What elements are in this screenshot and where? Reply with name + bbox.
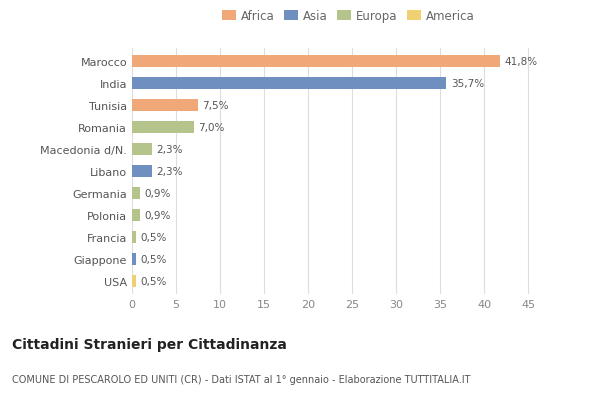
Bar [132,231,136,243]
Text: 35,7%: 35,7% [451,79,484,89]
Text: Cittadini Stranieri per Cittadinanza: Cittadini Stranieri per Cittadinanza [12,337,287,351]
Bar [132,78,446,90]
Text: 0,9%: 0,9% [145,189,171,199]
Bar [132,254,136,265]
Text: 41,8%: 41,8% [505,57,538,67]
Text: 2,3%: 2,3% [157,167,183,177]
Text: 0,5%: 0,5% [141,233,167,243]
Text: 7,0%: 7,0% [198,123,224,133]
Legend: Africa, Asia, Europa, America: Africa, Asia, Europa, America [221,10,475,23]
Bar [132,100,198,112]
Bar [132,56,500,68]
Text: 2,3%: 2,3% [157,145,183,155]
Bar [132,188,140,200]
Text: 0,5%: 0,5% [141,276,167,286]
Bar [132,275,136,288]
Text: 0,5%: 0,5% [141,254,167,264]
Text: 7,5%: 7,5% [202,101,229,111]
Bar [132,144,152,156]
Text: COMUNE DI PESCAROLO ED UNITI (CR) - Dati ISTAT al 1° gennaio - Elaborazione TUTT: COMUNE DI PESCAROLO ED UNITI (CR) - Dati… [12,374,470,384]
Bar [132,209,140,222]
Text: 0,9%: 0,9% [145,211,171,220]
Bar [132,166,152,178]
Bar [132,122,194,134]
